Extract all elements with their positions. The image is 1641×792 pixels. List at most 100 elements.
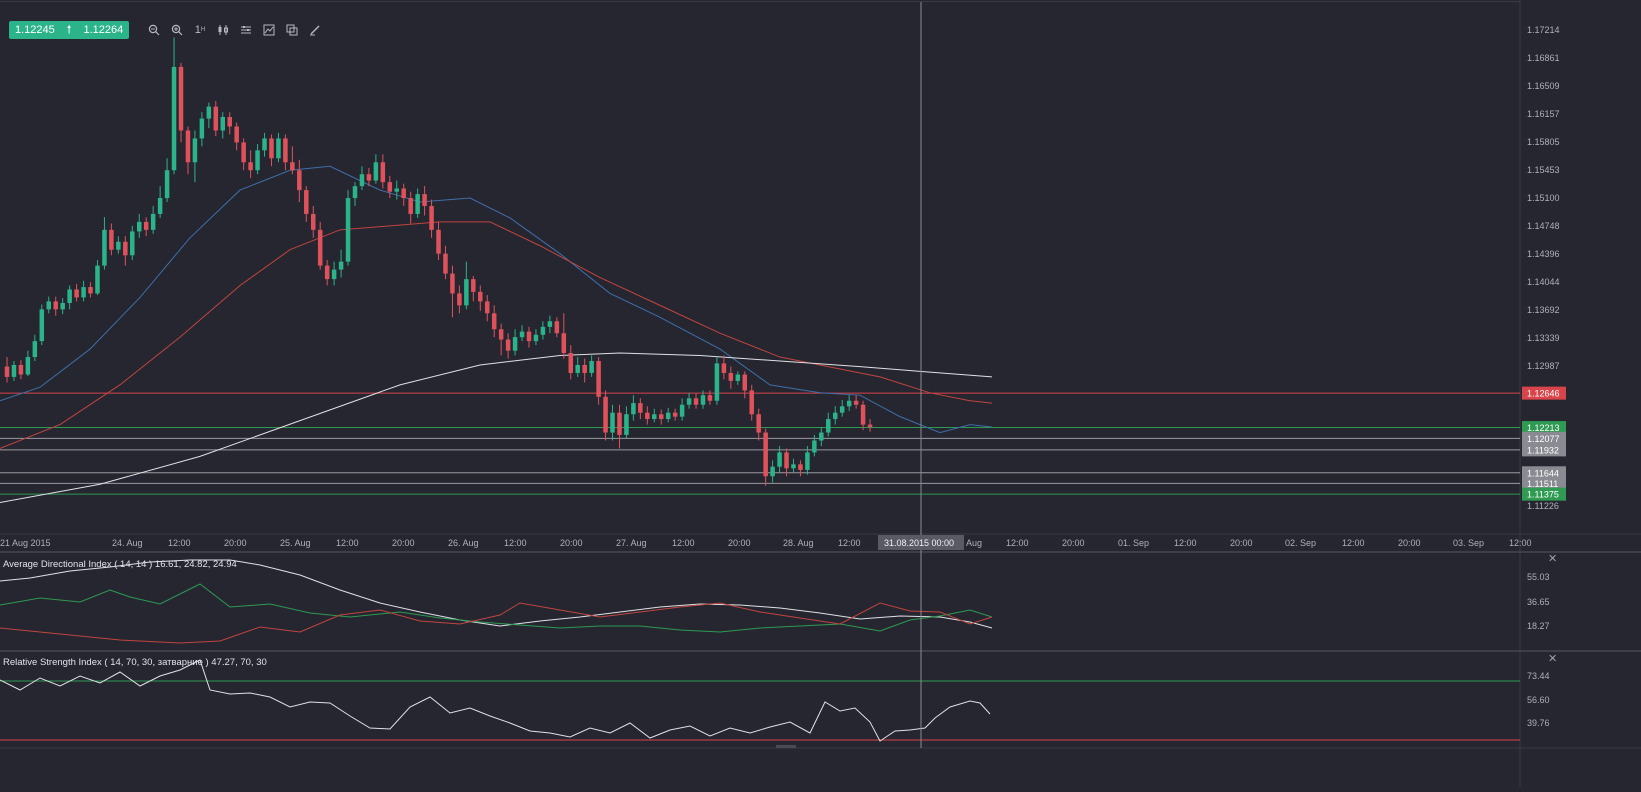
price-axis: 1.17214 1.16861 1.16509 1.16157 1.15805 1.154… bbox=[1527, 25, 1560, 511]
candle-body bbox=[450, 273, 455, 294]
candle bbox=[478, 285, 483, 311]
price-tick-label: 1.15100 bbox=[1527, 193, 1560, 203]
price-tick-label: 1.14396 bbox=[1527, 249, 1560, 259]
candle bbox=[81, 280, 86, 302]
candle bbox=[401, 183, 406, 206]
time-tick-label: 20:00 bbox=[1230, 538, 1253, 548]
candle bbox=[352, 182, 358, 206]
zoom-out-icon[interactable] bbox=[147, 23, 161, 37]
candle bbox=[464, 261, 469, 310]
time-tick-label: 12:00 bbox=[838, 538, 861, 548]
candle-body bbox=[498, 329, 504, 340]
price-tick-label: 1.15805 bbox=[1527, 137, 1560, 147]
candle-body bbox=[150, 213, 156, 230]
chart-type-icon[interactable] bbox=[262, 23, 276, 37]
candle-body bbox=[415, 194, 420, 214]
candle-body bbox=[213, 106, 219, 131]
plus-di-line bbox=[0, 583, 993, 633]
candle-body bbox=[345, 198, 351, 262]
candle-body bbox=[109, 229, 114, 250]
time-tick-label: 28. Aug bbox=[783, 538, 814, 548]
time-tick-label: 25. Aug bbox=[280, 538, 311, 548]
candle-body bbox=[422, 194, 427, 206]
candle bbox=[276, 132, 281, 163]
candle-body bbox=[46, 301, 52, 310]
candle-body bbox=[130, 231, 135, 256]
candle bbox=[415, 188, 420, 218]
candle bbox=[422, 186, 427, 216]
time-tick-label: 20:00 bbox=[1398, 538, 1421, 548]
candle bbox=[25, 350, 31, 377]
bid-price: 1.12245 bbox=[15, 24, 55, 36]
candle-body bbox=[540, 326, 546, 335]
adx-line bbox=[0, 559, 993, 629]
up-arrow-icon: 🠕 bbox=[66, 23, 72, 36]
candle bbox=[484, 295, 490, 322]
time-tick-label: 26. Aug bbox=[448, 538, 479, 548]
indicators-icon[interactable] bbox=[239, 23, 253, 37]
level-tag-label: 1.12213 bbox=[1527, 423, 1560, 433]
candle bbox=[700, 390, 706, 409]
candle-body bbox=[763, 432, 768, 477]
level-tag bbox=[1522, 431, 1566, 445]
candle bbox=[568, 345, 574, 380]
candle-body bbox=[679, 404, 685, 417]
candle bbox=[721, 355, 727, 380]
candle bbox=[150, 205, 156, 234]
candle bbox=[130, 225, 135, 261]
close-icon[interactable]: ✕ bbox=[1548, 553, 1557, 565]
candle-body bbox=[102, 229, 107, 266]
rsi-tick-label: 73.44 bbox=[1527, 671, 1550, 681]
price-tick-label: 1.16509 bbox=[1527, 81, 1560, 91]
candle-body bbox=[658, 414, 664, 420]
level-tag-label: 1.11932 bbox=[1527, 445, 1559, 455]
candle-body bbox=[867, 424, 873, 427]
candle bbox=[199, 112, 205, 147]
scroll-handle[interactable] bbox=[776, 745, 796, 748]
candle-body bbox=[798, 464, 803, 470]
candle-body bbox=[568, 353, 574, 373]
candle bbox=[826, 412, 831, 437]
candle bbox=[491, 305, 497, 338]
templates-icon[interactable] bbox=[285, 23, 299, 37]
time-tick-label: 20:00 bbox=[392, 538, 415, 548]
close-icon[interactable]: ✕ bbox=[1548, 653, 1557, 665]
candle bbox=[839, 399, 845, 417]
candle bbox=[645, 406, 650, 425]
ema-blue-line bbox=[0, 165, 993, 434]
candle-body bbox=[178, 66, 184, 131]
candle-body bbox=[735, 374, 741, 381]
time-tick-label: Aug bbox=[966, 538, 982, 548]
candle-body bbox=[589, 361, 594, 373]
rsi-line bbox=[0, 659, 991, 742]
time-tick-label: 20:00 bbox=[1062, 538, 1085, 548]
candle-body bbox=[304, 190, 309, 214]
candle bbox=[192, 130, 198, 183]
candle bbox=[526, 326, 532, 348]
level-tag bbox=[1522, 476, 1566, 490]
level-tag bbox=[1522, 487, 1566, 501]
candle-body bbox=[819, 432, 824, 441]
candle-body bbox=[373, 162, 379, 181]
zoom-in-icon[interactable] bbox=[170, 23, 184, 37]
candles-icon[interactable] bbox=[216, 23, 230, 37]
candle-body bbox=[164, 170, 170, 199]
time-tick-label: 12:00 bbox=[336, 538, 359, 548]
candle bbox=[227, 112, 232, 135]
candle bbox=[547, 315, 553, 334]
candle-body bbox=[749, 390, 754, 415]
quote-badge[interactable]: 1.12245 🠕 1.12264 bbox=[9, 21, 130, 39]
draw-icon[interactable] bbox=[308, 23, 322, 37]
candle-body bbox=[860, 404, 866, 425]
candle-body bbox=[310, 213, 316, 230]
candle bbox=[220, 112, 226, 139]
candle bbox=[53, 296, 58, 316]
time-tick-label: 20:00 bbox=[224, 538, 247, 548]
candle bbox=[109, 223, 114, 256]
time-tick-label: 02. Sep bbox=[1285, 538, 1316, 548]
timeframe-value: 1 bbox=[194, 24, 201, 36]
candle-body bbox=[81, 287, 86, 298]
